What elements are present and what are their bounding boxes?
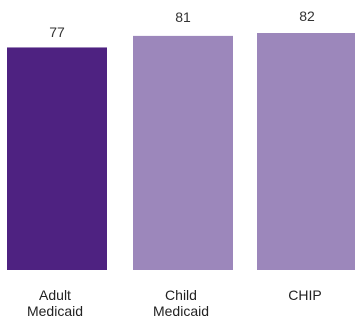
value-label-0: 77 <box>49 24 65 40</box>
bar-0 <box>7 47 107 270</box>
bar-1 <box>133 35 233 270</box>
value-label-1: 81 <box>175 9 191 25</box>
category-label-2-line1: CHIP <box>288 287 321 303</box>
category-label-1-line1: Child <box>165 287 197 303</box>
category-label-0-line1: Adult <box>39 287 71 303</box>
bar-2 <box>257 33 355 270</box>
category-label-0-line2: Medicaid <box>27 303 83 319</box>
category-label-1-line2: Medicaid <box>153 303 209 319</box>
value-label-2: 82 <box>299 8 315 24</box>
